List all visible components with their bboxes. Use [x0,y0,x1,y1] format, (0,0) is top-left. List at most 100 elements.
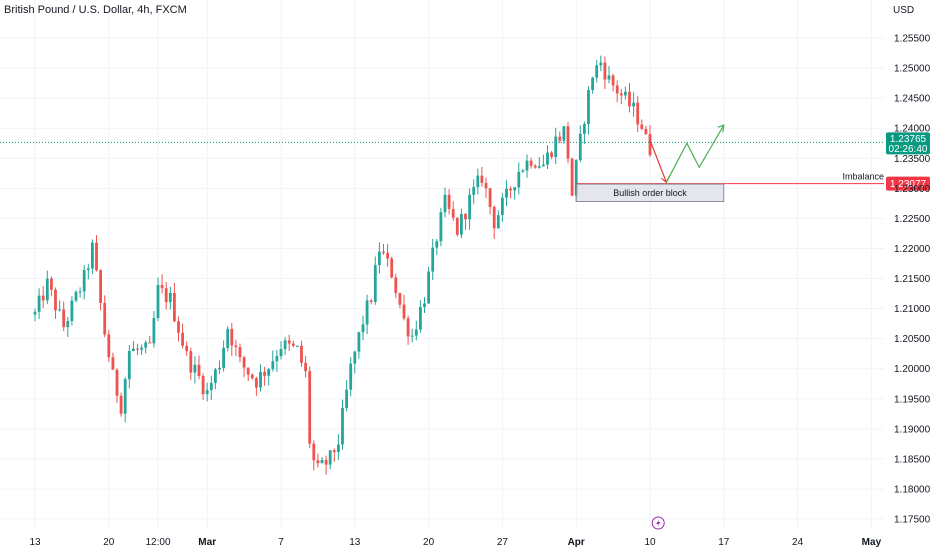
candle-body [201,376,205,395]
x-tick-label: 27 [497,537,509,548]
candle-body [382,251,385,253]
candle-body [209,382,213,391]
candle-body [558,136,562,141]
candle-body [41,295,45,301]
candle-body [583,124,586,134]
candle-body [369,300,373,302]
candle-body [82,269,86,292]
y-tick-label: 1.25000 [894,64,931,75]
candle-body [70,300,74,321]
y-tick-label: 1.24500 [894,94,931,105]
candle-body [550,152,553,158]
candle-body [66,320,70,328]
candle-body [197,364,201,377]
candle-body [177,321,180,333]
candle-body [168,293,172,303]
candle-body [542,164,545,167]
axes: 1.25500 1.25000 1.24500 1.24000 1.23500 1.230… [29,34,930,549]
candle-body [451,209,455,218]
candle-body [341,407,344,445]
lightning-icon-bolt [656,519,661,527]
candle-body [460,214,463,235]
candle-body [226,328,230,348]
candle-body [123,379,127,414]
x-tick-label: 13 [349,537,361,548]
candle-body [406,318,410,337]
candle-body [455,217,459,235]
candle-body [300,345,303,363]
candle-body [578,133,582,161]
candle-body [164,288,168,303]
candle-body [222,347,225,368]
candle-body [648,134,652,156]
candle-body [439,212,443,242]
candle-body [33,311,37,315]
candle-body [386,252,389,259]
x-tick-label: 13 [29,537,41,548]
candle-body [255,378,258,388]
candle-body [607,75,611,80]
candle-body [632,102,635,107]
candle-body [291,343,295,346]
candle-body [345,389,348,408]
candle-body [230,328,234,346]
candle-body [410,335,414,337]
x-tick-label: 17 [718,537,730,548]
candle-body [99,270,102,303]
candle-body [533,165,537,168]
candle-body [603,62,607,80]
candle-body [312,443,316,461]
candle-body [636,102,640,125]
lightning-icon [651,516,665,530]
candle-body [185,345,189,352]
candle-body [591,77,594,91]
candle-body [521,170,525,172]
candle-body [398,293,402,305]
candle-body [86,268,90,270]
x-tick-label: May [862,537,882,548]
candle-body [402,304,406,319]
candle-body [152,318,156,344]
imbalance-badge [886,176,930,191]
y-tick-label: 1.22500 [894,214,931,225]
projection-down-line [649,139,667,183]
order-block-box [575,183,725,202]
candle-body [574,160,578,196]
y-tick-label: 1.22000 [894,244,931,255]
x-tick-label: 7 [278,537,284,548]
candle-body [509,188,512,191]
candle-body [529,160,533,166]
candle-body [127,351,131,380]
candle-body [644,128,648,135]
candle-body [615,85,619,94]
candle-body [242,357,246,368]
candle-body [587,90,590,125]
candle-body [119,395,123,414]
candle-body [435,241,439,248]
candle-body [91,242,94,269]
candle-body [570,158,574,196]
projection-up-arrowhead [717,124,725,133]
candle-body [431,247,435,272]
candle-body [357,332,361,352]
y-tick-label: 1.18500 [894,454,931,465]
y-tick-label: 1.21000 [894,304,931,315]
candle-body [464,214,467,220]
candle-body [332,450,336,453]
y-tick-label: 1.17500 [894,515,931,526]
order-block-label: Bullish order block [613,188,687,198]
candle-body [447,194,451,210]
candle-body [595,65,599,78]
projection-up-line [665,124,725,183]
imbalance-value: 1.23077 [890,179,927,190]
candle-body [218,367,221,370]
current-price-badge [886,132,930,155]
candle-body [279,349,283,357]
candle-body [349,363,353,390]
candle-body [472,187,476,195]
candle-body [54,289,57,311]
chart-title: British Pound / U.S. Dollar, 4h, FXCM [4,4,187,16]
candle-body [308,371,312,444]
